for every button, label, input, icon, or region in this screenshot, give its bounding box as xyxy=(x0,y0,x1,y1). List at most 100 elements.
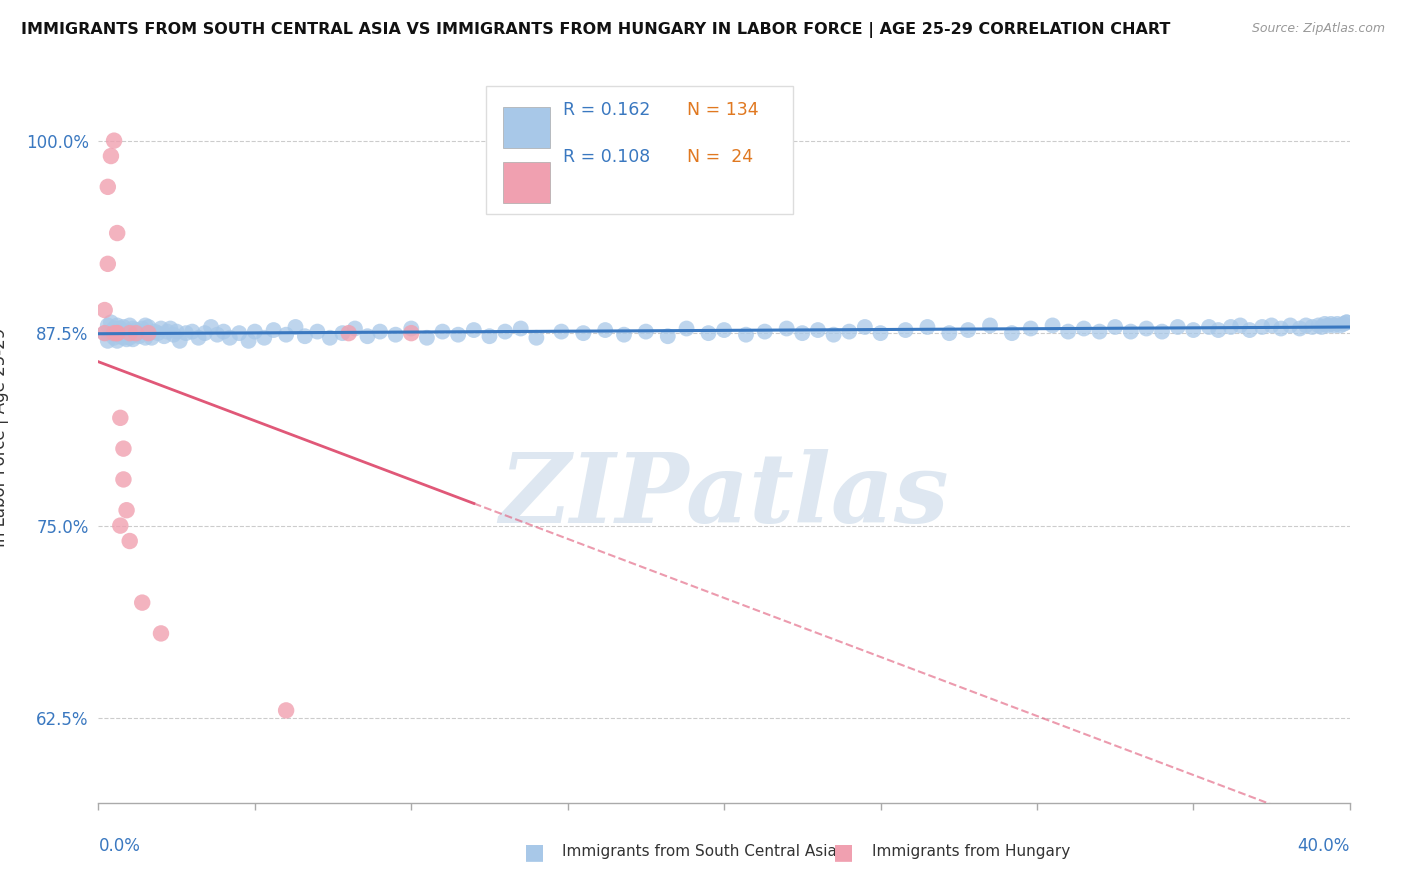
Point xyxy=(93,303,115,318)
Point xyxy=(228,326,250,340)
Text: IMMIGRANTS FROM SOUTH CENTRAL ASIA VS IMMIGRANTS FROM HUNGARY IN LABOR FORCE | A: IMMIGRANTS FROM SOUTH CENTRAL ASIA VS IM… xyxy=(21,22,1170,38)
Text: Immigrants from South Central Asia: Immigrants from South Central Asia xyxy=(562,845,838,859)
Point xyxy=(550,325,572,339)
Point xyxy=(103,326,125,340)
Y-axis label: In Labor Force | Age 25-29: In Labor Force | Age 25-29 xyxy=(0,327,8,547)
Point xyxy=(776,321,799,335)
Point xyxy=(103,326,125,340)
Point xyxy=(212,325,235,339)
Point xyxy=(1316,318,1339,333)
Point xyxy=(1198,320,1220,334)
Point xyxy=(118,325,141,339)
Point xyxy=(1119,325,1142,339)
Point xyxy=(869,326,891,340)
Point xyxy=(112,472,135,486)
Point xyxy=(100,326,122,340)
Point xyxy=(121,332,143,346)
Point xyxy=(938,326,960,340)
Point xyxy=(93,326,115,340)
Point xyxy=(141,331,163,345)
Point xyxy=(115,503,138,517)
Point xyxy=(1152,325,1174,339)
Point xyxy=(112,331,135,345)
Point xyxy=(979,318,1001,333)
Point xyxy=(159,321,181,335)
Point xyxy=(1001,326,1024,340)
Point xyxy=(138,320,160,334)
Point xyxy=(150,626,173,640)
Text: R = 0.162: R = 0.162 xyxy=(562,101,650,119)
Point xyxy=(1326,317,1348,331)
Point xyxy=(1073,321,1095,335)
Point xyxy=(401,326,423,340)
Point xyxy=(894,323,917,337)
Point xyxy=(337,326,360,340)
Point xyxy=(1336,315,1358,329)
Point xyxy=(112,320,135,334)
Point xyxy=(118,331,141,345)
Point xyxy=(807,323,830,337)
Point xyxy=(103,134,125,148)
Point xyxy=(1104,320,1126,334)
Point xyxy=(1057,325,1080,339)
Point xyxy=(131,321,153,335)
Point xyxy=(838,325,860,339)
Point xyxy=(274,703,298,717)
FancyBboxPatch shape xyxy=(502,107,550,148)
Point xyxy=(174,326,197,340)
Text: ■: ■ xyxy=(834,842,853,862)
Point xyxy=(1219,320,1241,334)
Point xyxy=(1308,318,1330,333)
Point xyxy=(125,323,148,337)
Point xyxy=(103,331,125,345)
Point xyxy=(238,334,260,348)
Point xyxy=(432,325,454,339)
Point xyxy=(138,326,160,340)
Point xyxy=(100,315,122,329)
Point xyxy=(1260,318,1282,333)
Text: Immigrants from Hungary: Immigrants from Hungary xyxy=(872,845,1070,859)
Point xyxy=(150,321,173,335)
Point xyxy=(103,321,125,335)
Point xyxy=(253,331,276,345)
Point xyxy=(110,410,132,425)
Point xyxy=(1320,317,1343,331)
Point xyxy=(284,320,307,334)
Point xyxy=(1182,323,1205,337)
Point xyxy=(1270,321,1292,335)
FancyBboxPatch shape xyxy=(486,86,793,214)
Point xyxy=(697,326,720,340)
Point xyxy=(593,323,616,337)
Point xyxy=(156,325,179,339)
Point xyxy=(128,329,150,343)
Point xyxy=(1239,323,1261,337)
Point xyxy=(207,327,229,342)
Point xyxy=(957,323,980,337)
Point xyxy=(634,325,657,339)
Point xyxy=(1088,325,1111,339)
Point xyxy=(110,321,132,335)
Point xyxy=(115,332,138,346)
Text: ZIPatlas: ZIPatlas xyxy=(499,449,949,542)
Point xyxy=(1135,321,1157,335)
Text: 40.0%: 40.0% xyxy=(1298,837,1350,855)
Point xyxy=(1313,317,1336,331)
Point xyxy=(100,149,122,163)
Point xyxy=(657,329,679,343)
Text: ■: ■ xyxy=(524,842,544,862)
Point xyxy=(115,326,138,340)
Point xyxy=(1310,320,1333,334)
Point xyxy=(447,327,470,342)
Point xyxy=(1333,317,1355,331)
FancyBboxPatch shape xyxy=(502,161,550,203)
Point xyxy=(319,331,342,345)
Point xyxy=(1208,323,1230,337)
Point xyxy=(97,318,120,333)
Point xyxy=(146,326,169,340)
Point xyxy=(917,320,939,334)
Point xyxy=(105,318,128,333)
Point xyxy=(134,331,156,345)
Point xyxy=(713,323,735,337)
Point xyxy=(526,331,548,345)
Point xyxy=(494,325,516,339)
